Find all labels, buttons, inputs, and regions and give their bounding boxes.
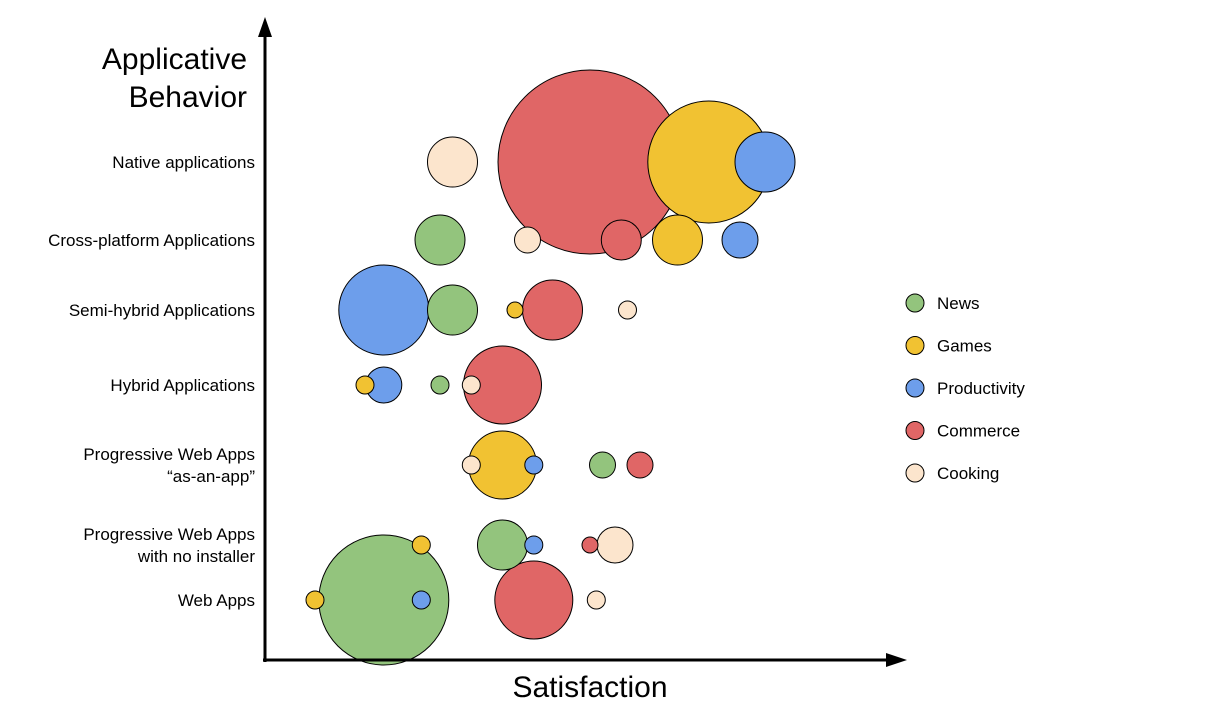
y-tick-label-3-0: Hybrid Applications xyxy=(110,376,255,395)
y-tick-label-2-0: Semi-hybrid Applications xyxy=(69,301,255,320)
bubble-cooking-3 xyxy=(461,375,481,395)
bubble-cooking-5 xyxy=(596,526,634,564)
bubble-productivity-4 xyxy=(524,455,544,475)
bubble-productivity-0 xyxy=(734,131,796,193)
bubble-commerce-6 xyxy=(494,560,574,640)
bubble-cooking-6 xyxy=(586,590,606,610)
y-tick-label-5-0: Progressive Web Apps xyxy=(83,525,255,544)
legend-label-commerce: Commerce xyxy=(937,422,1020,441)
legend-swatch-commerce xyxy=(905,421,925,440)
bubble-games-6 xyxy=(305,590,325,610)
bubble-productivity-1 xyxy=(721,221,759,259)
y-tick-label-1-0: Cross-platform Applications xyxy=(48,231,255,250)
bubble-productivity-2 xyxy=(338,264,430,356)
y-axis-arrow-icon xyxy=(258,17,272,37)
bubble-productivity-6 xyxy=(411,590,431,610)
legend-label-cooking: Cooking xyxy=(937,464,999,483)
y-tick-label-5-1: with no installer xyxy=(137,547,256,566)
bubble-productivity-5 xyxy=(524,535,544,555)
bubble-games-3 xyxy=(355,375,375,395)
y-tick-labels: Native applications Cross-platform Applic… xyxy=(48,153,255,610)
bubble-cooking-4 xyxy=(461,455,481,475)
bubble-news-0 xyxy=(414,214,466,266)
y-tick-label-0-0: Native applications xyxy=(112,153,255,172)
bubble-news-2 xyxy=(430,375,450,395)
legend: News Games Productivity Commerce Cooking xyxy=(905,293,1025,483)
y-tick-label-4-1: “as-an-app” xyxy=(167,467,255,486)
legend-swatch-news xyxy=(905,293,925,313)
bubble-commerce-4 xyxy=(626,451,654,479)
y-axis-title-line-2: Behavior xyxy=(129,81,247,114)
bubble-cooking-0 xyxy=(427,136,478,188)
bubble-news-4 xyxy=(477,519,528,571)
bubble-commerce-5 xyxy=(581,536,599,554)
y-axis-title-line-1: Applicative xyxy=(102,43,247,76)
legend-label-news: News xyxy=(937,294,980,313)
y-tick-label-6-0: Web Apps xyxy=(178,591,255,610)
bubble-cooking-1 xyxy=(514,226,541,254)
bubble-cooking-2 xyxy=(618,300,637,320)
bubble-commerce-2 xyxy=(522,279,583,341)
x-axis-arrow-icon xyxy=(886,653,907,667)
legend-label-games: Games xyxy=(937,337,992,356)
legend-swatch-productivity xyxy=(905,378,925,398)
bubble-games-1 xyxy=(652,214,703,266)
bubble-news-3 xyxy=(589,451,616,479)
bubble-games-2 xyxy=(506,301,524,319)
bubble-news-1 xyxy=(427,284,478,336)
bubble-games-5 xyxy=(411,535,431,555)
legend-swatch-games xyxy=(905,336,925,355)
legend-swatch-cooking xyxy=(905,463,925,483)
y-tick-label-4-0: Progressive Web Apps xyxy=(83,445,255,464)
legend-label-productivity: Productivity xyxy=(937,379,1025,398)
x-axis-title: Satisfaction xyxy=(512,671,667,704)
bubble-commerce-1 xyxy=(600,219,642,261)
bubbles-layer xyxy=(305,69,796,666)
